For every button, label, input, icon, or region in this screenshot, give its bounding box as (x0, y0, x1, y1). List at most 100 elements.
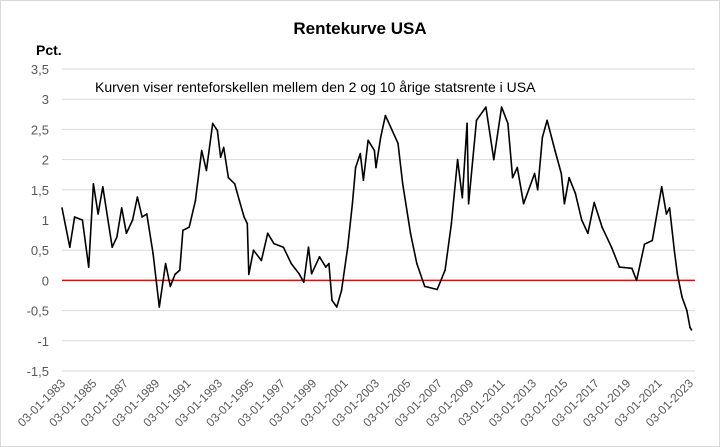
data-point (92, 182, 95, 185)
data-point (450, 222, 453, 225)
y-tick-label: 2 (42, 153, 49, 168)
data-point (686, 309, 688, 312)
data-point (219, 156, 222, 158)
data-point (290, 262, 293, 265)
data-point (246, 222, 249, 225)
y-tick-label: 0 (42, 273, 49, 288)
data-point (560, 172, 563, 175)
y-tick-label: 1 (42, 213, 49, 228)
data-point (587, 232, 589, 235)
data-point (466, 122, 468, 125)
data-point (444, 269, 446, 271)
data-point (164, 262, 167, 265)
data-point (222, 146, 225, 149)
data-point (461, 196, 464, 199)
data-point (397, 142, 399, 145)
data-point (194, 199, 197, 202)
data-point (610, 246, 613, 248)
data-point (266, 232, 269, 235)
data-point (359, 152, 362, 155)
data-point (507, 122, 509, 125)
data-point (643, 243, 646, 245)
data-point (401, 182, 404, 185)
data-point (136, 196, 139, 198)
data-point (511, 176, 514, 179)
data-point (456, 158, 459, 161)
data-point (580, 219, 583, 221)
data-point (318, 256, 321, 258)
data-point (169, 285, 172, 288)
data-points (61, 106, 693, 331)
data-point (467, 202, 470, 205)
data-point (568, 176, 570, 179)
data-point (423, 285, 426, 288)
data-point (111, 246, 114, 248)
data-point (379, 136, 382, 139)
data-point (690, 329, 693, 331)
data-point (216, 129, 219, 132)
data-point (340, 289, 343, 292)
data-point (243, 216, 245, 218)
data-point (665, 213, 668, 215)
data-point (328, 262, 330, 265)
data-point (436, 288, 439, 291)
data-point (233, 182, 236, 185)
data-point (125, 232, 128, 235)
data-point (298, 272, 300, 275)
data-point (563, 202, 566, 205)
data-point (324, 266, 327, 268)
y-tick-labels: 3,5 3 2,5 2 1,5 1 0,5 0 -0,5 -1 -1,5 (27, 62, 49, 379)
data-point (676, 273, 679, 276)
data-point (492, 158, 495, 161)
data-point (416, 262, 418, 265)
data-point (205, 169, 208, 172)
data-point (500, 106, 503, 108)
data-point (522, 202, 525, 205)
data-point (651, 239, 654, 242)
data-point (554, 149, 556, 152)
data-point (593, 201, 596, 204)
data-point (131, 219, 134, 221)
data-point (116, 236, 118, 238)
data-point (362, 179, 365, 181)
data-point (375, 166, 377, 169)
data-point (178, 269, 181, 271)
data-point (681, 296, 683, 299)
data-point (97, 213, 99, 215)
data-point (145, 213, 148, 215)
data-point (373, 149, 376, 152)
data-point (200, 149, 203, 152)
data-point (248, 273, 250, 276)
data-point (335, 306, 338, 308)
data-point (516, 166, 519, 169)
data-point (631, 267, 633, 270)
data-point (367, 139, 369, 142)
data-point (668, 207, 671, 209)
y-axis-label: Pct. (36, 42, 62, 58)
data-point (541, 136, 544, 139)
data-point (141, 216, 143, 218)
data-point (87, 266, 90, 268)
data-point (635, 279, 638, 282)
data-point (302, 281, 305, 284)
data-point (409, 232, 412, 235)
data-point (260, 259, 263, 262)
y-tick-label: 3,5 (31, 62, 49, 77)
data-point (174, 273, 176, 276)
y-tick-label: 1,5 (31, 183, 49, 198)
data-point (273, 242, 275, 245)
data-point (673, 249, 676, 251)
data-point (158, 306, 161, 308)
data-point (485, 106, 487, 108)
data-point (475, 119, 478, 122)
chart-title: Rentekurve USA (293, 19, 426, 38)
y-tick-label: 0,5 (31, 243, 49, 258)
y-tick-label: 2,5 (31, 122, 49, 137)
data-point (61, 207, 63, 209)
data-point (546, 119, 548, 122)
data-point (533, 172, 536, 175)
data-point (69, 246, 71, 248)
data-point (211, 122, 214, 125)
data-point (238, 199, 241, 202)
